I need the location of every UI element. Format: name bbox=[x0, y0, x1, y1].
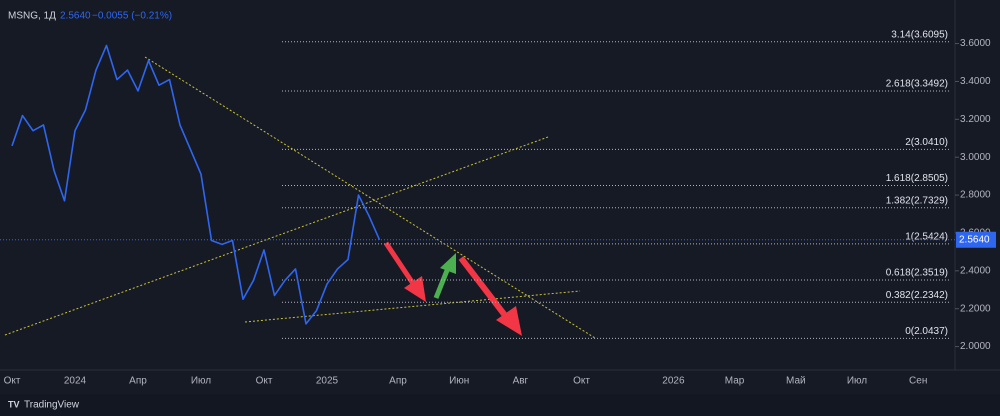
trend-line bbox=[144, 56, 596, 339]
logo: TV bbox=[8, 399, 20, 409]
y-tick-label: 2.0000 bbox=[960, 341, 991, 352]
arrow bbox=[383, 241, 417, 287]
x-tick-label: 2026 bbox=[662, 376, 685, 387]
x-tick-label: 2025 bbox=[316, 376, 339, 387]
x-tick-label: Сен bbox=[909, 376, 927, 387]
y-tick-label: 3.4000 bbox=[960, 76, 991, 87]
y-tick-label: 3.6000 bbox=[960, 38, 991, 49]
arrow-head bbox=[440, 253, 456, 274]
x-tick-label: Июн bbox=[449, 376, 469, 387]
trend-line bbox=[4, 136, 549, 336]
x-tick-label: Апр bbox=[389, 376, 407, 387]
fib-label: 3.14(3.6095) bbox=[891, 29, 948, 40]
x-tick-label: 2024 bbox=[64, 376, 87, 387]
brand: TradingView bbox=[24, 400, 80, 411]
x-tick-label: Июл bbox=[847, 376, 867, 387]
y-tick-label: 2.8000 bbox=[960, 190, 991, 201]
arrow bbox=[458, 256, 510, 320]
last-price-box bbox=[956, 231, 996, 248]
fib-label: 1.382(2.7329) bbox=[886, 195, 948, 206]
arrow bbox=[433, 267, 451, 299]
y-tick-label: 2.4000 bbox=[960, 265, 991, 276]
arrow-head bbox=[404, 276, 426, 302]
arrows bbox=[383, 241, 522, 336]
x-tick-label: Май bbox=[786, 376, 806, 387]
fib-label: 0.618(2.3519) bbox=[886, 268, 948, 279]
trend-lines bbox=[4, 56, 596, 339]
price-line bbox=[11, 44, 381, 325]
change: −0.0055 (−0.21%) bbox=[92, 11, 172, 22]
y-tick-label: 3.2000 bbox=[960, 114, 991, 125]
price: 2.5640 bbox=[60, 11, 91, 22]
x-tick-label: Окт bbox=[573, 376, 590, 387]
fib-label: 1(2.5424) bbox=[905, 232, 948, 243]
x-tick-label: Окт bbox=[4, 376, 21, 387]
fib-label: 0.382(2.2342) bbox=[886, 290, 948, 301]
y-tick-label: 2.2000 bbox=[960, 303, 991, 314]
fib-label: 0(2.0437) bbox=[905, 326, 948, 337]
x-tick-label: Мар bbox=[725, 376, 745, 387]
x-tick-label: Окт bbox=[256, 376, 273, 387]
symbol: MSNG, 1Д bbox=[8, 11, 56, 22]
y-tick-label: 3.0000 bbox=[960, 152, 991, 163]
fib-label: 1.618(2.8505) bbox=[886, 173, 948, 184]
x-tick-label: Июл bbox=[191, 376, 211, 387]
x-tick-label: Апр bbox=[129, 376, 147, 387]
fib-label: 2(3.0410) bbox=[905, 137, 948, 148]
footer-bar bbox=[0, 394, 1000, 416]
last-price-label: 2.5640 bbox=[959, 234, 990, 245]
fib-label: 2.618(3.3492) bbox=[886, 79, 948, 90]
x-tick-label: Авг bbox=[513, 376, 529, 387]
arrow-head bbox=[496, 306, 522, 336]
trend-line bbox=[244, 290, 581, 323]
